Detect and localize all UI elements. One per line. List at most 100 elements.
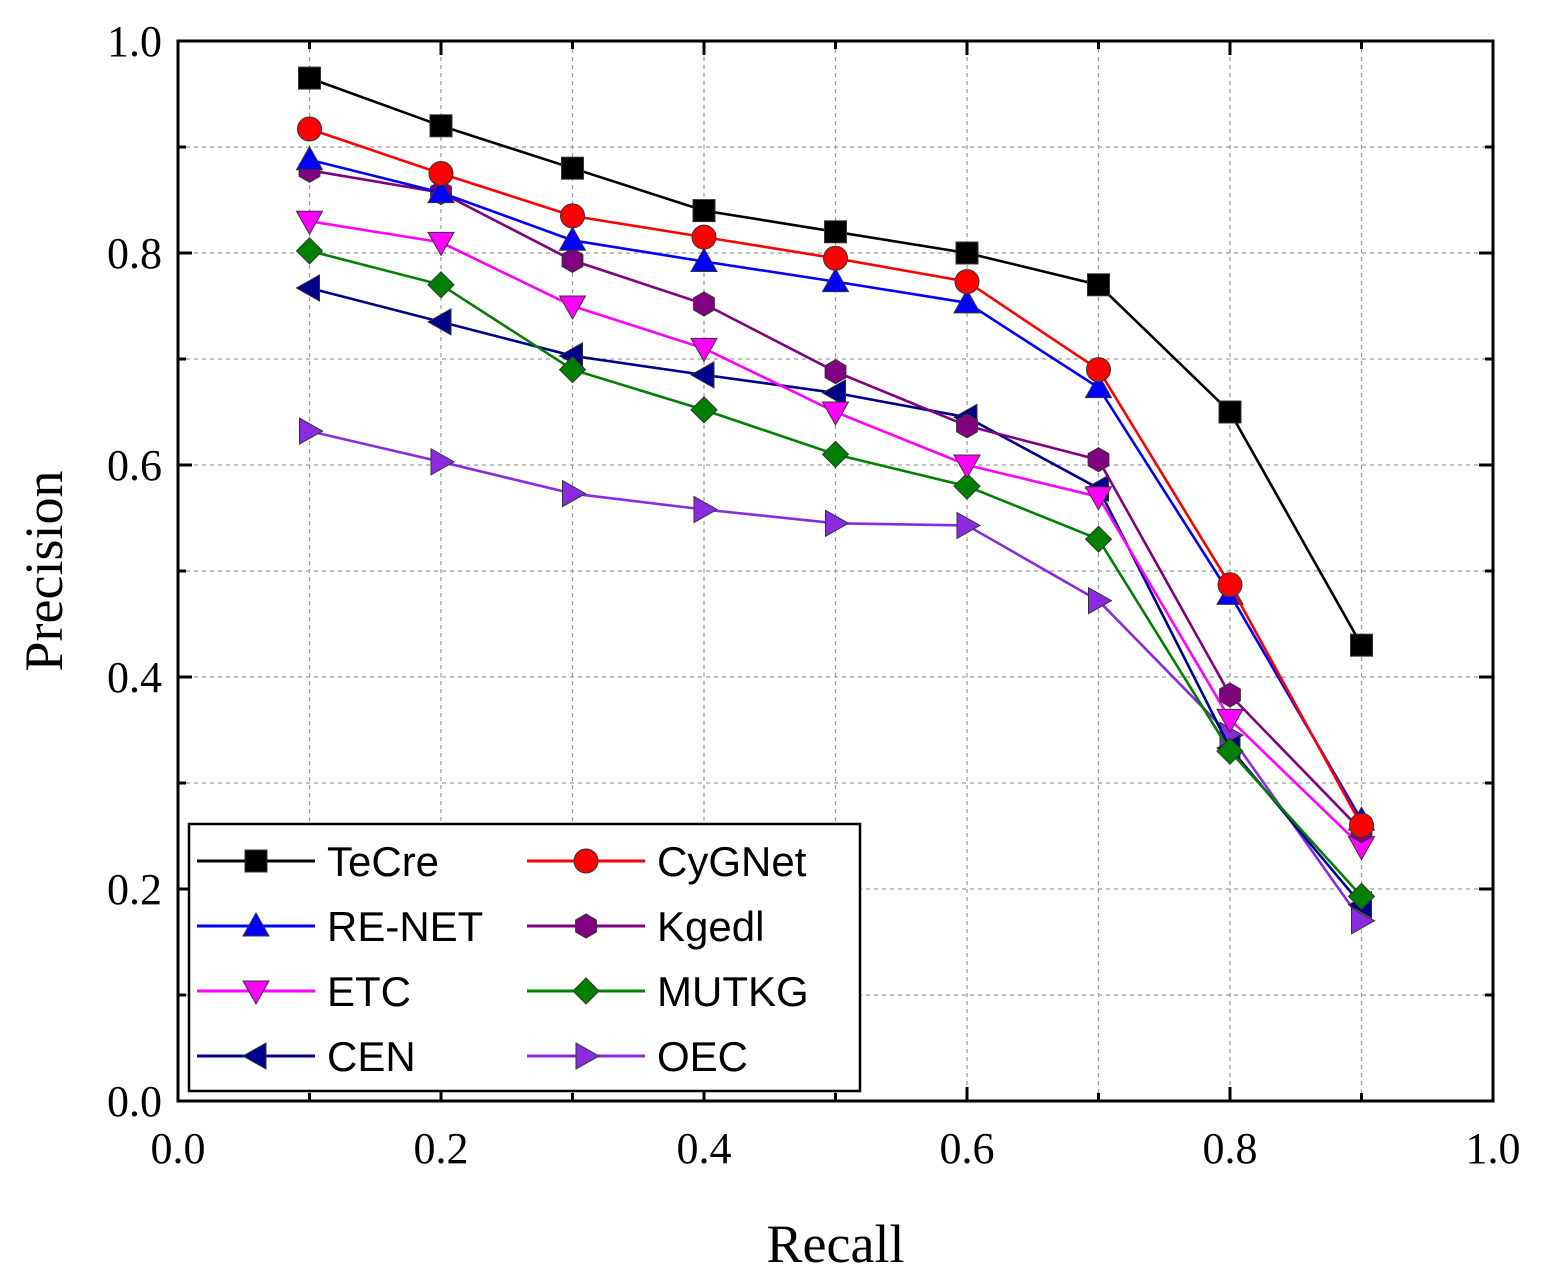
legend-item-cygnet: CyGNet xyxy=(527,838,807,885)
data-point-tecre xyxy=(298,66,321,90)
data-point-kgedl xyxy=(693,291,715,317)
data-point-cygnet xyxy=(691,224,717,250)
data-point-tecre xyxy=(1087,273,1110,297)
data-point-tecre xyxy=(429,114,453,138)
data-point-etc xyxy=(558,295,587,321)
data-point-re-net xyxy=(1084,373,1113,399)
data-point-mutkg xyxy=(427,271,455,299)
data-point-oec xyxy=(825,509,850,538)
data-point-mutkg xyxy=(1216,737,1244,765)
legend-item-oec: OEC xyxy=(527,1033,748,1080)
y-tick-label: 0.8 xyxy=(107,229,162,278)
data-point-mutkg xyxy=(953,472,981,500)
legend-swatch-marker xyxy=(244,849,268,873)
data-point-kgedl xyxy=(1087,447,1110,473)
series-mutkg xyxy=(295,237,1376,911)
legend-item-etc: ETC xyxy=(197,968,411,1015)
data-point-tecre xyxy=(1218,400,1242,424)
legend-swatch-marker xyxy=(573,848,599,874)
x-tick-label: 0.2 xyxy=(414,1124,469,1173)
data-point-mutkg xyxy=(690,396,718,424)
data-point-etc xyxy=(427,231,455,257)
data-point-re-net xyxy=(295,145,324,171)
legend-swatch-marker xyxy=(575,913,597,939)
data-point-tecre xyxy=(1350,633,1373,657)
data-point-cygnet xyxy=(823,245,848,271)
data-point-tecre xyxy=(692,199,716,223)
series-layer xyxy=(295,66,1376,935)
data-point-etc xyxy=(821,401,850,427)
data-point-cen xyxy=(689,361,715,389)
data-point-cen xyxy=(295,274,320,302)
x-tick-label: 0.6 xyxy=(940,1124,995,1173)
legend-item-tecre: TeCre xyxy=(197,838,439,885)
legend-item-re-net: RE-NET xyxy=(197,903,483,950)
series-cygnet xyxy=(297,116,1374,838)
legend: TeCre CyGNet RE-NET Kgedl ETC MUTKG CEN OEC xyxy=(187,822,862,1093)
legend-box xyxy=(187,822,862,1093)
data-point-mutkg xyxy=(1347,882,1376,911)
data-point-cen xyxy=(426,308,452,336)
x-axis-title: Recall xyxy=(767,1214,905,1274)
y-tick-label: 0.0 xyxy=(107,1077,162,1126)
legend-label: OEC xyxy=(657,1033,748,1080)
legend-label: Kgedl xyxy=(657,903,764,950)
data-point-mutkg xyxy=(821,440,850,469)
data-point-cen xyxy=(821,379,846,407)
data-point-cygnet xyxy=(1349,812,1374,838)
data-point-cygnet xyxy=(428,161,454,186)
series-oec xyxy=(299,417,1376,935)
data-point-oec xyxy=(956,511,982,540)
legend-swatch-marker xyxy=(575,1042,601,1070)
data-point-etc xyxy=(953,454,981,480)
data-point-oec xyxy=(430,447,456,476)
data-point-oec xyxy=(1088,586,1113,615)
data-point-tecre xyxy=(955,241,979,265)
legend-swatch-marker xyxy=(241,1042,267,1070)
y-tick-label: 0.2 xyxy=(107,865,162,914)
data-point-cygnet xyxy=(954,269,980,295)
data-point-oec xyxy=(562,479,587,508)
legend-item-kgedl: Kgedl xyxy=(527,903,764,950)
x-tick-label: 0.4 xyxy=(677,1124,732,1173)
data-point-mutkg xyxy=(558,355,587,384)
legend-label: RE-NET xyxy=(327,903,483,950)
legend-item-cen: CEN xyxy=(197,1033,416,1080)
series-etc xyxy=(295,210,1376,861)
data-point-re-net xyxy=(427,178,455,204)
data-point-etc xyxy=(690,337,718,363)
legend-label: MUTKG xyxy=(657,968,809,1015)
legend-label: CEN xyxy=(327,1033,416,1080)
data-point-mutkg xyxy=(1084,525,1113,553)
data-point-kgedl xyxy=(956,413,978,439)
legend-swatch-marker xyxy=(242,911,270,937)
legend-label: CyGNet xyxy=(657,838,807,885)
y-tick-label: 0.4 xyxy=(107,653,162,702)
y-tick-label: 0.6 xyxy=(107,441,162,490)
data-point-re-net xyxy=(690,247,718,272)
legend-label: ETC xyxy=(327,968,411,1015)
ticks: 0.0 0.2 0.4 0.6 0.8 1.0 0.0 0.2 0.4 0.6 0.8 1.0 xyxy=(107,17,1521,1173)
data-point-tecre xyxy=(824,220,847,244)
x-tick-label: 0.8 xyxy=(1203,1124,1258,1173)
data-point-etc xyxy=(1216,708,1244,734)
x-tick-label: 0.0 xyxy=(151,1124,206,1173)
legend-swatch-marker xyxy=(572,977,600,1005)
data-point-cygnet xyxy=(297,116,322,142)
data-point-etc xyxy=(295,210,324,236)
y-tick-label: 1.0 xyxy=(107,17,162,66)
data-point-re-net xyxy=(821,267,850,293)
data-point-kgedl xyxy=(1219,682,1241,708)
data-point-cygnet xyxy=(1086,357,1111,383)
legend-swatch-marker xyxy=(242,980,270,1006)
legend-item-mutkg: MUTKG xyxy=(527,968,809,1015)
data-point-kgedl xyxy=(561,247,584,273)
data-point-mutkg xyxy=(295,237,324,265)
data-point-tecre xyxy=(561,156,584,180)
data-point-cygnet xyxy=(560,203,585,229)
data-point-kgedl xyxy=(824,359,847,385)
y-axis-title: Precision xyxy=(14,471,74,672)
data-point-cygnet xyxy=(1217,572,1243,598)
data-point-re-net xyxy=(558,226,587,251)
